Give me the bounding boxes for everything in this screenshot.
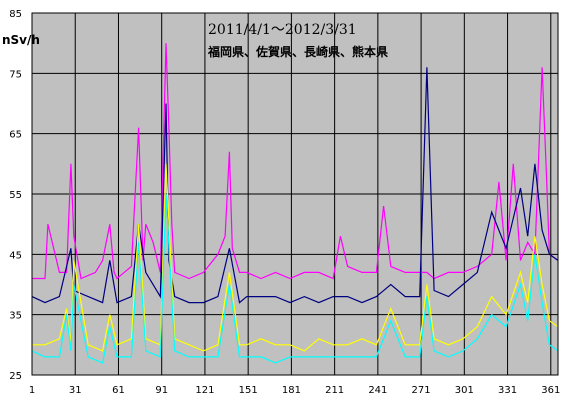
series-line-4 [31,193,559,364]
y-tick-label: 45 [9,250,22,261]
series-line-2 [31,67,559,304]
x-tick-label: 301 [455,385,474,396]
y-tick-label: 65 [9,130,22,141]
chart-title: 2011/4/1～2012/3/31 [208,22,357,38]
chart-subtitle: 福岡県、佐賀県、長崎県、熊本県 [207,44,388,59]
x-tick-label: 31 [69,385,82,396]
x-tick-label: 271 [412,385,431,396]
series-group [31,43,559,364]
y-tick-label: 55 [9,190,22,201]
y-tick-label: 25 [9,371,22,382]
y-tick-label: 75 [9,69,22,80]
y-tick-label: 85 [9,9,22,20]
y-tick-label: 35 [9,311,22,322]
x-tick-label: 61 [112,385,125,396]
plot-border [31,12,559,376]
y-axis-label: nSv/h [2,33,40,47]
x-tick-label: 151 [239,385,258,396]
y-tick-labels: 25 35 45 55 65 75 85 [9,9,22,382]
x-tick-label: 331 [498,385,517,396]
x-tick-label: 181 [282,385,301,396]
x-tick-label: 121 [195,385,214,396]
x-tick-labels: 1 31 61 91 121 151 181 211 241 271 301 331 361 [29,385,561,396]
series-line-1 [32,43,559,280]
x-tick-label: 1 [29,385,35,396]
x-tick-label: 241 [368,385,387,396]
x-tick-label: 91 [155,385,168,396]
x-tick-label: 211 [325,385,344,396]
series-line-3 [32,163,559,352]
x-tick-label: 361 [541,385,560,396]
